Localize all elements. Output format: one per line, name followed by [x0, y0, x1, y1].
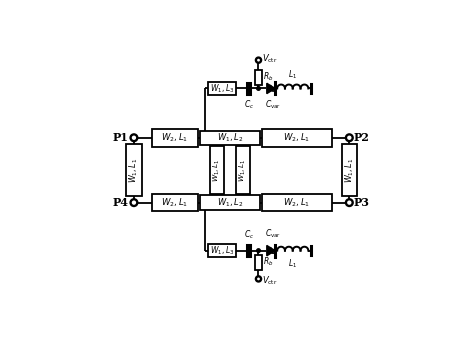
Text: $W_1, L_2$: $W_1, L_2$	[217, 196, 243, 209]
Text: $R_b$: $R_b$	[264, 71, 274, 83]
Text: $C_\mathrm{var}$: $C_\mathrm{var}$	[265, 228, 281, 240]
Text: $C_c$: $C_c$	[244, 228, 254, 241]
Circle shape	[346, 134, 353, 141]
Text: $W_2, L_1$: $W_2, L_1$	[283, 196, 310, 209]
Circle shape	[256, 276, 261, 281]
Bar	[255, 254, 263, 270]
Bar	[152, 194, 198, 211]
Text: $V_\mathrm{ctr}$: $V_\mathrm{ctr}$	[262, 52, 277, 65]
Text: $W_1, L_1$: $W_1, L_1$	[212, 158, 222, 182]
Text: $W_1, L_1$: $W_1, L_1$	[343, 157, 356, 183]
Text: P3: P3	[354, 197, 370, 208]
Text: $W_1, L_2$: $W_1, L_2$	[217, 131, 243, 144]
Text: $W_1, L_1$: $W_1, L_1$	[128, 157, 140, 183]
Text: $W_2, L_1$: $W_2, L_1$	[161, 131, 188, 144]
Text: $L_1$: $L_1$	[288, 257, 297, 270]
Text: $R_b$: $R_b$	[264, 256, 274, 268]
Polygon shape	[267, 83, 275, 94]
Bar	[209, 82, 236, 95]
Text: $C_c$: $C_c$	[244, 99, 254, 111]
Circle shape	[130, 199, 137, 206]
Circle shape	[257, 87, 260, 90]
Text: $V_\mathrm{ctr}$: $V_\mathrm{ctr}$	[262, 274, 277, 287]
Polygon shape	[267, 245, 275, 256]
Bar	[342, 144, 357, 196]
Circle shape	[257, 249, 260, 252]
Text: $W_2, L_1$: $W_2, L_1$	[283, 131, 310, 144]
Bar	[236, 146, 250, 194]
Bar	[209, 244, 236, 257]
Text: $W_2, L_1$: $W_2, L_1$	[161, 196, 188, 209]
Text: P4: P4	[112, 197, 128, 208]
Text: P1: P1	[112, 132, 128, 143]
Text: $W_1, L_3$: $W_1, L_3$	[210, 244, 234, 257]
Bar	[210, 146, 224, 194]
Circle shape	[346, 199, 353, 206]
Text: $W_1, L_3$: $W_1, L_3$	[210, 82, 234, 95]
Bar	[200, 195, 260, 210]
Circle shape	[256, 58, 261, 63]
Bar	[263, 129, 332, 147]
Bar	[255, 69, 263, 85]
Text: P2: P2	[354, 132, 370, 143]
Bar	[152, 129, 198, 147]
Bar	[263, 194, 332, 211]
Text: $L_1$: $L_1$	[288, 69, 297, 82]
Text: $W_1, L_1$: $W_1, L_1$	[238, 158, 248, 182]
Bar	[126, 144, 142, 196]
Text: $C_\mathrm{var}$: $C_\mathrm{var}$	[265, 99, 281, 111]
Circle shape	[130, 134, 137, 141]
Bar	[200, 131, 260, 145]
